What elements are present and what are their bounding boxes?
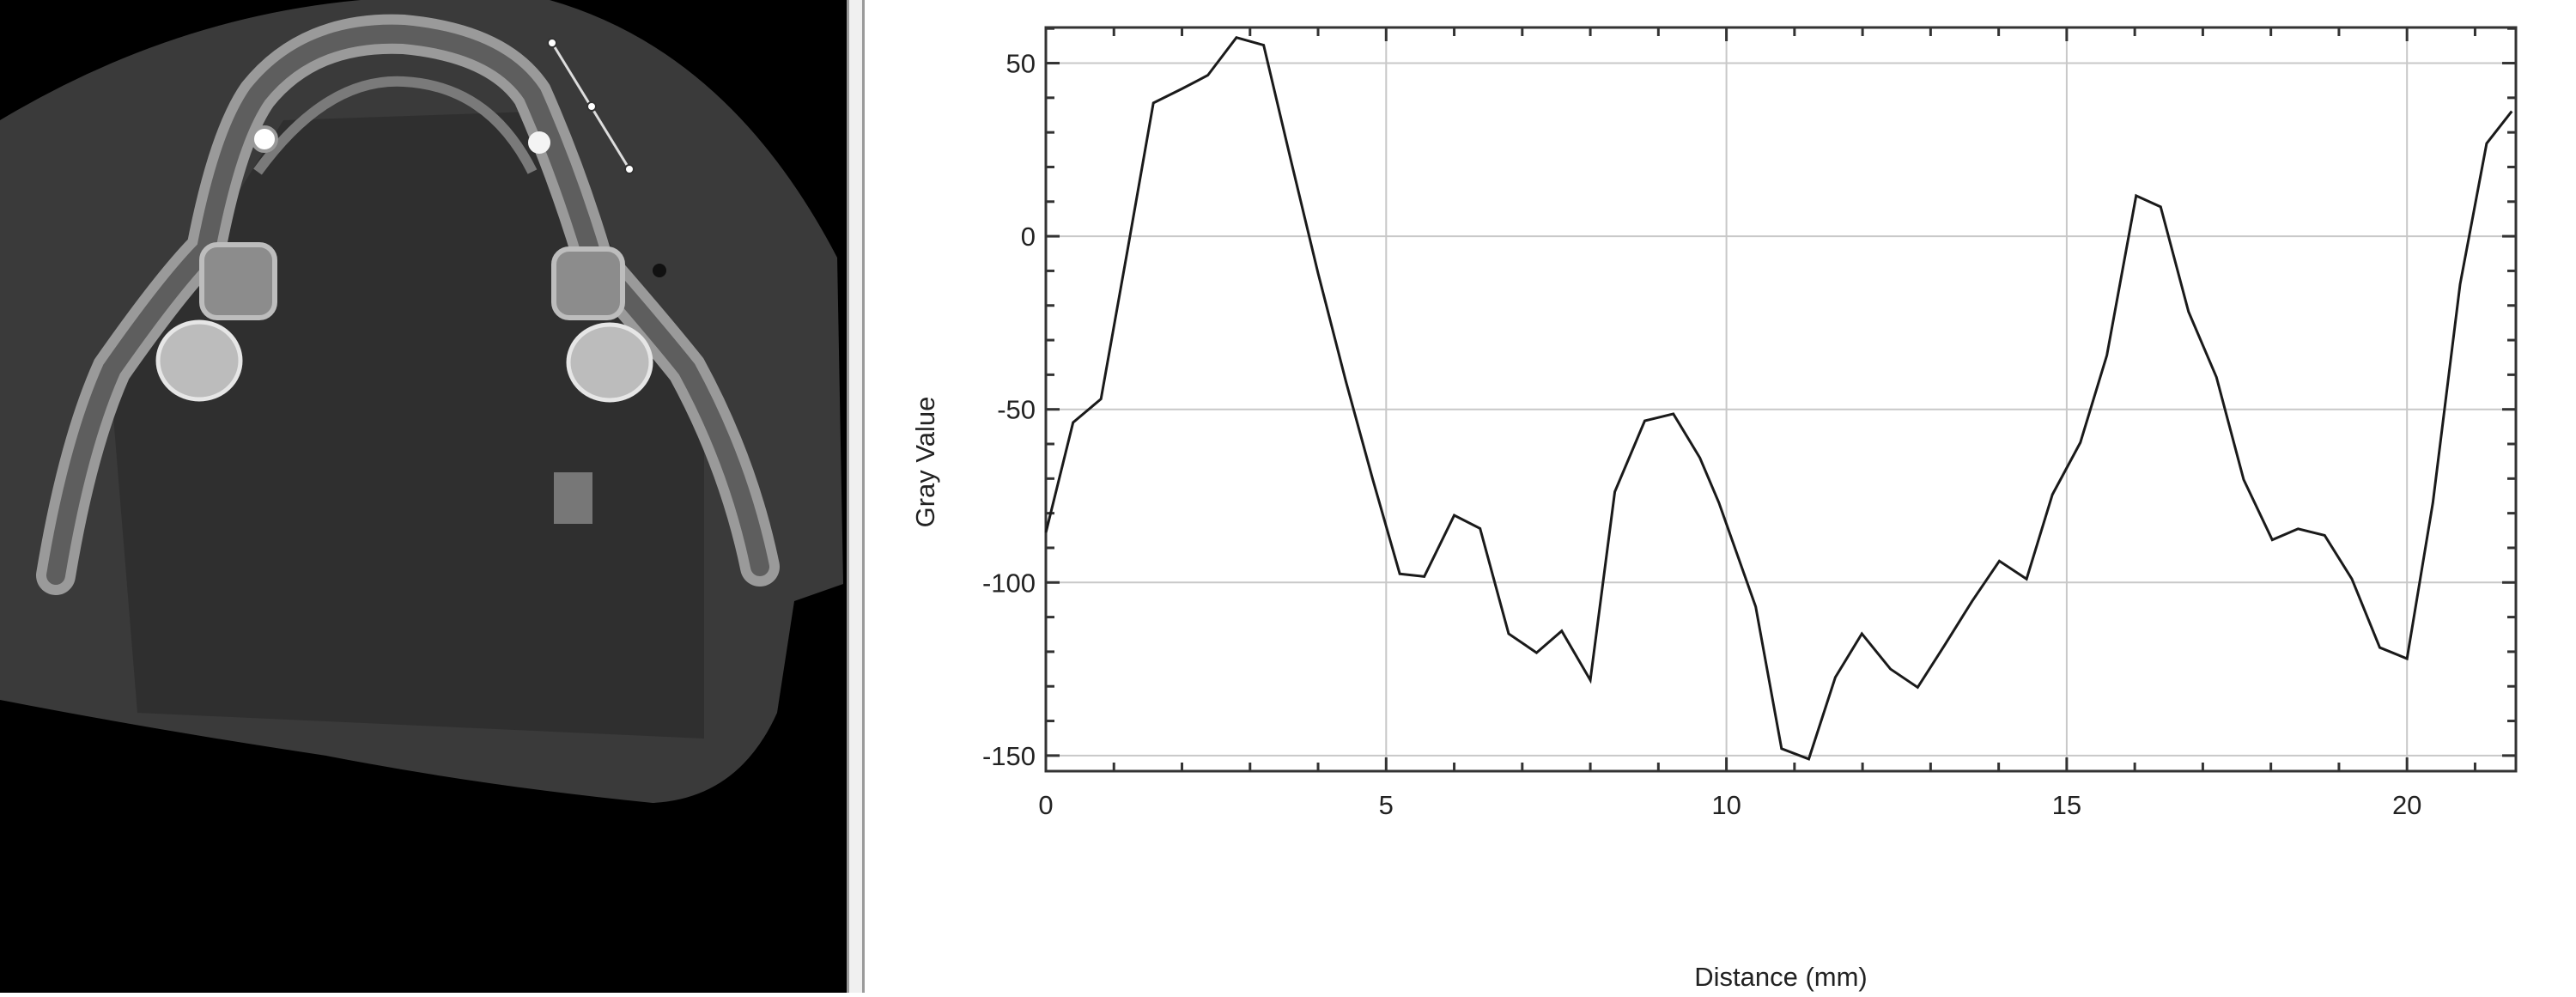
measurement-end-handle[interactable] xyxy=(624,164,635,174)
x-tick-label: 5 xyxy=(1379,790,1394,820)
y-tick-label: -150 xyxy=(982,741,1036,771)
plot-frame xyxy=(1044,26,2518,773)
grid xyxy=(1045,27,2516,771)
filling-right xyxy=(528,131,550,154)
x-tick-label: 10 xyxy=(1711,790,1741,820)
measurement-line[interactable] xyxy=(547,38,635,174)
series-line xyxy=(1044,35,2513,761)
y-tick-label: 50 xyxy=(1006,49,1036,79)
ct-axial-slice-image xyxy=(0,0,843,803)
tooth-left-molar xyxy=(155,319,243,402)
air-pocket xyxy=(653,264,666,277)
y-tick-label: -100 xyxy=(982,568,1036,598)
tooth-left-premolar xyxy=(199,242,277,320)
ct-image-panel[interactable] xyxy=(0,0,847,993)
x-tick-label: 0 xyxy=(1038,790,1053,820)
roi-square xyxy=(554,472,592,524)
ticks xyxy=(1044,27,2516,771)
panel-divider[interactable] xyxy=(847,0,865,993)
jaw-arch-inner xyxy=(46,24,769,585)
filling-left xyxy=(251,125,278,153)
y-axis-title: Gray Value xyxy=(910,397,940,528)
x-tick-label: 15 xyxy=(2052,790,2081,820)
tooth-right-premolar xyxy=(551,246,625,320)
measurement-start-handle[interactable] xyxy=(547,38,557,48)
measurement-mid-handle[interactable] xyxy=(586,101,597,112)
x-axis-title: Distance (mm) xyxy=(1694,962,1868,992)
tooth-right-molar xyxy=(566,322,653,403)
y-tick-label: -50 xyxy=(997,395,1036,425)
y-tick-label: 0 xyxy=(1021,222,1036,252)
palate-edge xyxy=(253,76,538,175)
x-tick-label: 20 xyxy=(2392,790,2421,820)
